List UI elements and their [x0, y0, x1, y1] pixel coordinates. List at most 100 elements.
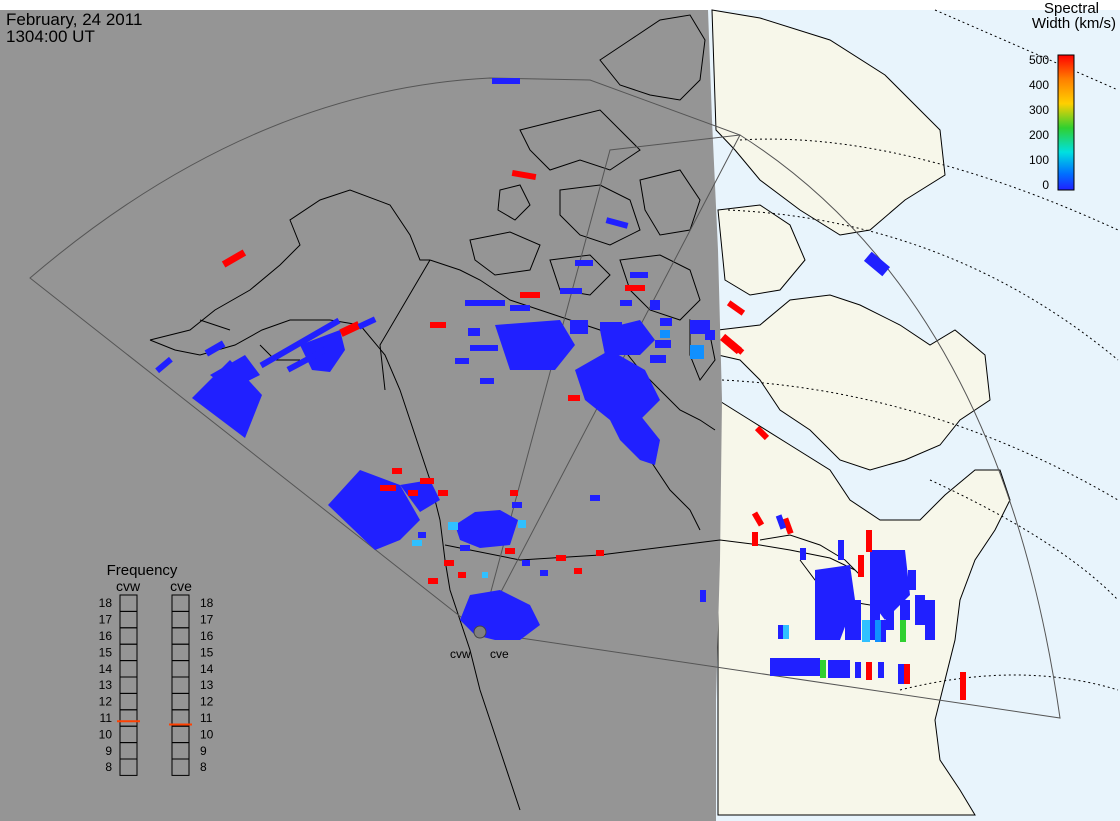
colorbar-tick-label: 400 [1029, 78, 1049, 92]
scatter-cell [520, 292, 540, 298]
scatter-cell [418, 532, 426, 538]
scatter-cell [660, 330, 670, 338]
graticule [721, 9, 1119, 691]
colorbar-tick-label: 500 [1029, 53, 1049, 67]
scatter-cell [465, 300, 505, 306]
scatter-cell [570, 320, 588, 334]
scatter-cell [820, 600, 834, 640]
scatter-cell [783, 625, 789, 639]
scatter-cell [480, 378, 494, 384]
frequency-tick-label: 11 [100, 711, 113, 725]
scatter-cell [460, 545, 470, 551]
frequency-tick-label: 16 [99, 629, 113, 643]
scatter-cell [775, 514, 787, 530]
frequency-tick-label: 11 [200, 711, 213, 725]
scatter-cell [575, 260, 593, 266]
scatter-cell [568, 395, 580, 401]
frequency-tick-label: 10 [200, 727, 214, 741]
scatter-cell [430, 322, 446, 328]
scatter-cell [751, 511, 765, 527]
scatter-cell [428, 578, 438, 584]
scatter-cell [392, 468, 402, 474]
scatter-cell [878, 662, 884, 678]
scatter-cell [420, 478, 434, 484]
scatter-patch [400, 480, 440, 512]
scatter-cell [800, 548, 806, 560]
scatter-cell [518, 520, 526, 528]
scatter-cell [752, 532, 758, 546]
scatter-cell [458, 572, 466, 578]
frequency-panel: Frequency cvw cve 18 18 17 17 16 16 15 15 14 14 13… [99, 562, 214, 776]
scatter-cell [455, 358, 469, 364]
scatter-cell [900, 620, 906, 642]
scatter-cell [605, 217, 629, 229]
frequency-tick-label: 15 [99, 645, 113, 659]
scatter-cell [875, 620, 881, 642]
map-date: February, 24 2011 [6, 10, 143, 29]
scatter-patch [605, 410, 660, 465]
scatter-cell [705, 330, 715, 340]
scatter-cell [770, 658, 820, 676]
scatter-cell [505, 548, 515, 554]
frequency-tick-label: 17 [200, 613, 214, 627]
scatter-cell [866, 530, 872, 552]
frequency-tick-label: 18 [99, 596, 113, 610]
scatter-cell [574, 568, 582, 574]
scatter-cell [596, 550, 604, 556]
scatter-cell [866, 662, 872, 680]
scatter-cell [862, 620, 870, 642]
scatter-cell [900, 600, 910, 620]
scatter-cell [448, 522, 458, 530]
frequency-tick-label: 16 [200, 629, 214, 643]
map-time: 1304:00 UT [6, 27, 95, 46]
frequency-tick-label: 18 [200, 596, 214, 610]
scatter-patch [210, 355, 260, 390]
scatter-cell [650, 300, 660, 310]
frequency-tick-label: 9 [200, 744, 207, 758]
scatter-cell [560, 288, 582, 294]
scatter-cell [925, 600, 935, 640]
radar-site-marker [473, 625, 487, 639]
scatter-cell [286, 343, 334, 373]
scatter-cell [898, 664, 904, 684]
frequency-title: Frequency [107, 562, 178, 579]
scatter-cell [625, 285, 645, 291]
scatter-cell [540, 570, 548, 576]
scatter-cell [904, 664, 910, 684]
scatter-cell [863, 251, 891, 277]
colorbar-title-line1: Spectral [1044, 0, 1099, 17]
scatter-cell [754, 425, 770, 441]
scatter-cell [660, 318, 672, 326]
frequency-tick-label: 17 [99, 613, 113, 627]
scatter-cell [492, 78, 520, 84]
frequency-radar-cvw: cvw [116, 578, 141, 594]
frequency-tick-label: 12 [99, 695, 113, 709]
frequency-cell [119, 758, 138, 776]
radar-label-cvw: cvw [450, 647, 471, 661]
colorbar-tick-label: 0 [1042, 178, 1049, 192]
scatter-cell [630, 272, 648, 278]
scatter-cell [700, 590, 706, 602]
scatter-cell [845, 600, 861, 640]
day-land [711, 9, 1011, 816]
scatter-cell [908, 570, 916, 590]
scatter-cell [221, 249, 247, 268]
scatter-cell [915, 595, 925, 625]
frequency-tick-label: 15 [200, 645, 214, 659]
radar-label-cve: cve [490, 647, 509, 661]
colorbar-tick-label: 200 [1029, 128, 1049, 142]
frequency-tick-label: 13 [99, 678, 113, 692]
scatter-cell [357, 316, 377, 330]
scatter-cell [590, 495, 600, 501]
scatter-patch [328, 470, 420, 550]
scatter-cell [960, 672, 966, 700]
scatter-cell [782, 517, 794, 535]
fov-outlines [29, 77, 1061, 719]
frequency-tick-label: 12 [200, 695, 214, 709]
scatter-cell [339, 321, 361, 337]
scatter-cell [155, 356, 173, 374]
scatter-patch [495, 320, 575, 370]
scatter-cell [650, 355, 666, 363]
scatter-cell [838, 540, 844, 560]
scatter-cell [620, 300, 632, 306]
